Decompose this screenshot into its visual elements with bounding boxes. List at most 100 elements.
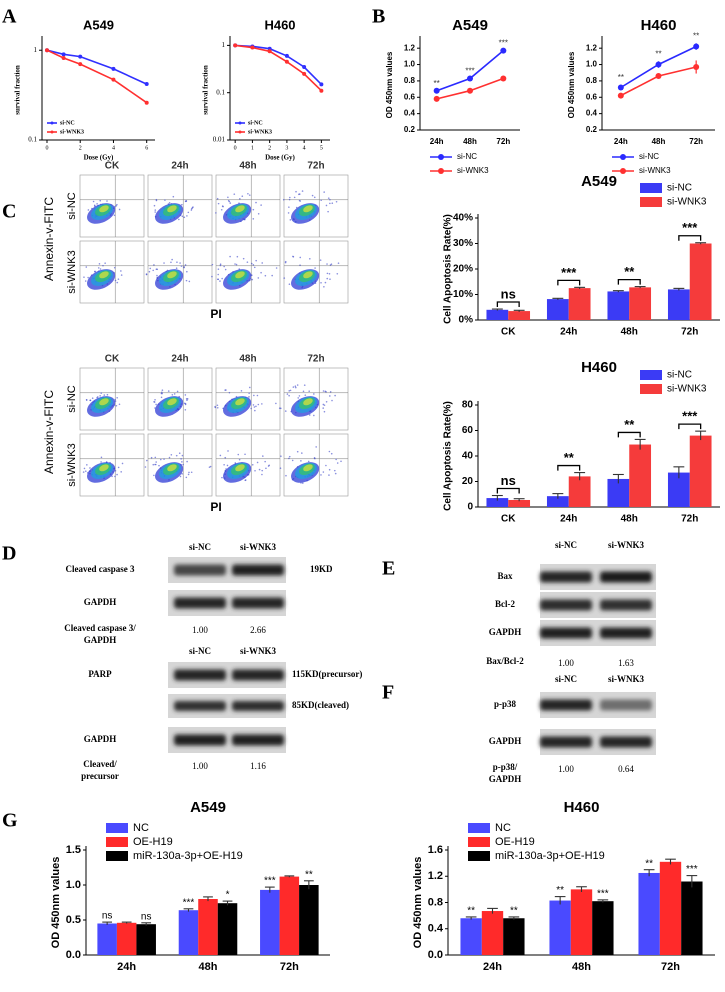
- event: [156, 274, 158, 277]
- event: [333, 469, 336, 472]
- event: [186, 270, 188, 273]
- bar: [549, 900, 571, 955]
- legend-label: si-NC: [60, 120, 75, 126]
- ratio-value: 2.66: [250, 625, 266, 635]
- event: [244, 453, 246, 456]
- point: [44, 48, 49, 53]
- event: [223, 265, 225, 268]
- event: [208, 466, 211, 468]
- significance: **: [564, 450, 575, 465]
- legend-marker: [50, 130, 54, 134]
- event: [183, 216, 186, 219]
- legend-label: miR-130a-3p+OE-H19: [495, 850, 605, 862]
- event: [248, 386, 251, 389]
- bar: [568, 476, 591, 507]
- point: [467, 75, 473, 82]
- legend-swatch: [640, 197, 662, 207]
- event: [320, 474, 322, 476]
- event: [260, 204, 262, 206]
- event: [98, 263, 101, 265]
- event: [251, 278, 254, 281]
- event: [120, 274, 123, 276]
- density: [99, 464, 109, 472]
- event: [234, 263, 236, 265]
- event: [144, 466, 147, 468]
- event: [288, 455, 291, 458]
- row-label: GAPDH: [84, 734, 117, 744]
- event: [116, 203, 118, 206]
- event: [181, 215, 184, 218]
- y-tick-label: 0.1: [28, 136, 37, 144]
- event: [298, 395, 301, 397]
- bar: [460, 918, 482, 955]
- event: [229, 202, 232, 204]
- event: [117, 466, 120, 469]
- event: [99, 199, 102, 202]
- legend-label: si-WNK3: [639, 166, 671, 175]
- band-size: 115KD(precursor): [292, 669, 362, 679]
- significance: ns: [141, 911, 152, 922]
- event: [300, 460, 302, 462]
- legend-label: miR-130a-3p+OE-H19: [133, 850, 243, 862]
- event: [299, 264, 301, 266]
- point: [433, 95, 440, 102]
- event: [86, 464, 88, 466]
- event: [154, 211, 156, 213]
- event: [118, 208, 121, 211]
- event: [261, 469, 264, 472]
- blot-band: [174, 669, 226, 681]
- event: [100, 392, 103, 394]
- significance: **: [655, 49, 661, 58]
- event: [187, 211, 190, 214]
- event: [284, 410, 287, 412]
- ratio-label: Cleaved/: [83, 759, 117, 769]
- x-axis-label: PI: [210, 307, 221, 321]
- x-tick-label: CK: [501, 327, 516, 338]
- legend-marker: [238, 130, 242, 134]
- event: [106, 200, 108, 202]
- legend-swatch: [468, 823, 490, 833]
- blot-band: [540, 699, 592, 711]
- significance: ***: [597, 889, 609, 900]
- event: [114, 475, 116, 478]
- density: [235, 271, 245, 279]
- event: [183, 402, 186, 405]
- event: [227, 450, 229, 452]
- point: [655, 73, 662, 79]
- significance: **: [467, 906, 475, 917]
- density: [167, 271, 177, 279]
- series-line: [235, 44, 322, 85]
- x-tick-label: 6: [145, 145, 148, 151]
- legend-label: si-NC: [457, 152, 477, 161]
- bar: [681, 881, 703, 955]
- ratio-value: 1.00: [192, 625, 208, 635]
- density: [167, 464, 177, 472]
- event: [153, 401, 156, 403]
- event: [190, 471, 193, 474]
- event: [254, 409, 256, 412]
- event: [268, 464, 271, 467]
- event: [168, 202, 171, 204]
- y-axis-label: OD 450nm values: [567, 51, 576, 118]
- y-tick-label: 1.5: [66, 844, 81, 856]
- column-label: si-NC: [555, 540, 577, 550]
- event: [275, 267, 278, 269]
- ratio-label: GAPDH: [84, 635, 117, 645]
- x-tick-label: 24h: [560, 327, 577, 338]
- significance-bracket: [496, 301, 520, 308]
- x-tick-label: 72h: [681, 514, 698, 525]
- x-tick-label: 24h: [483, 961, 502, 973]
- event: [325, 390, 327, 393]
- ratio-value: 1.00: [558, 658, 574, 668]
- event: [116, 473, 118, 476]
- event: [337, 262, 340, 264]
- y-axis-label: survival fraction: [14, 65, 22, 115]
- point: [61, 55, 66, 60]
- event: [319, 259, 322, 261]
- event: [171, 258, 173, 261]
- point: [267, 49, 272, 54]
- y-tick-label: 0.2: [586, 125, 598, 134]
- significance: ns: [501, 473, 516, 488]
- event: [289, 219, 292, 221]
- event: [121, 462, 124, 465]
